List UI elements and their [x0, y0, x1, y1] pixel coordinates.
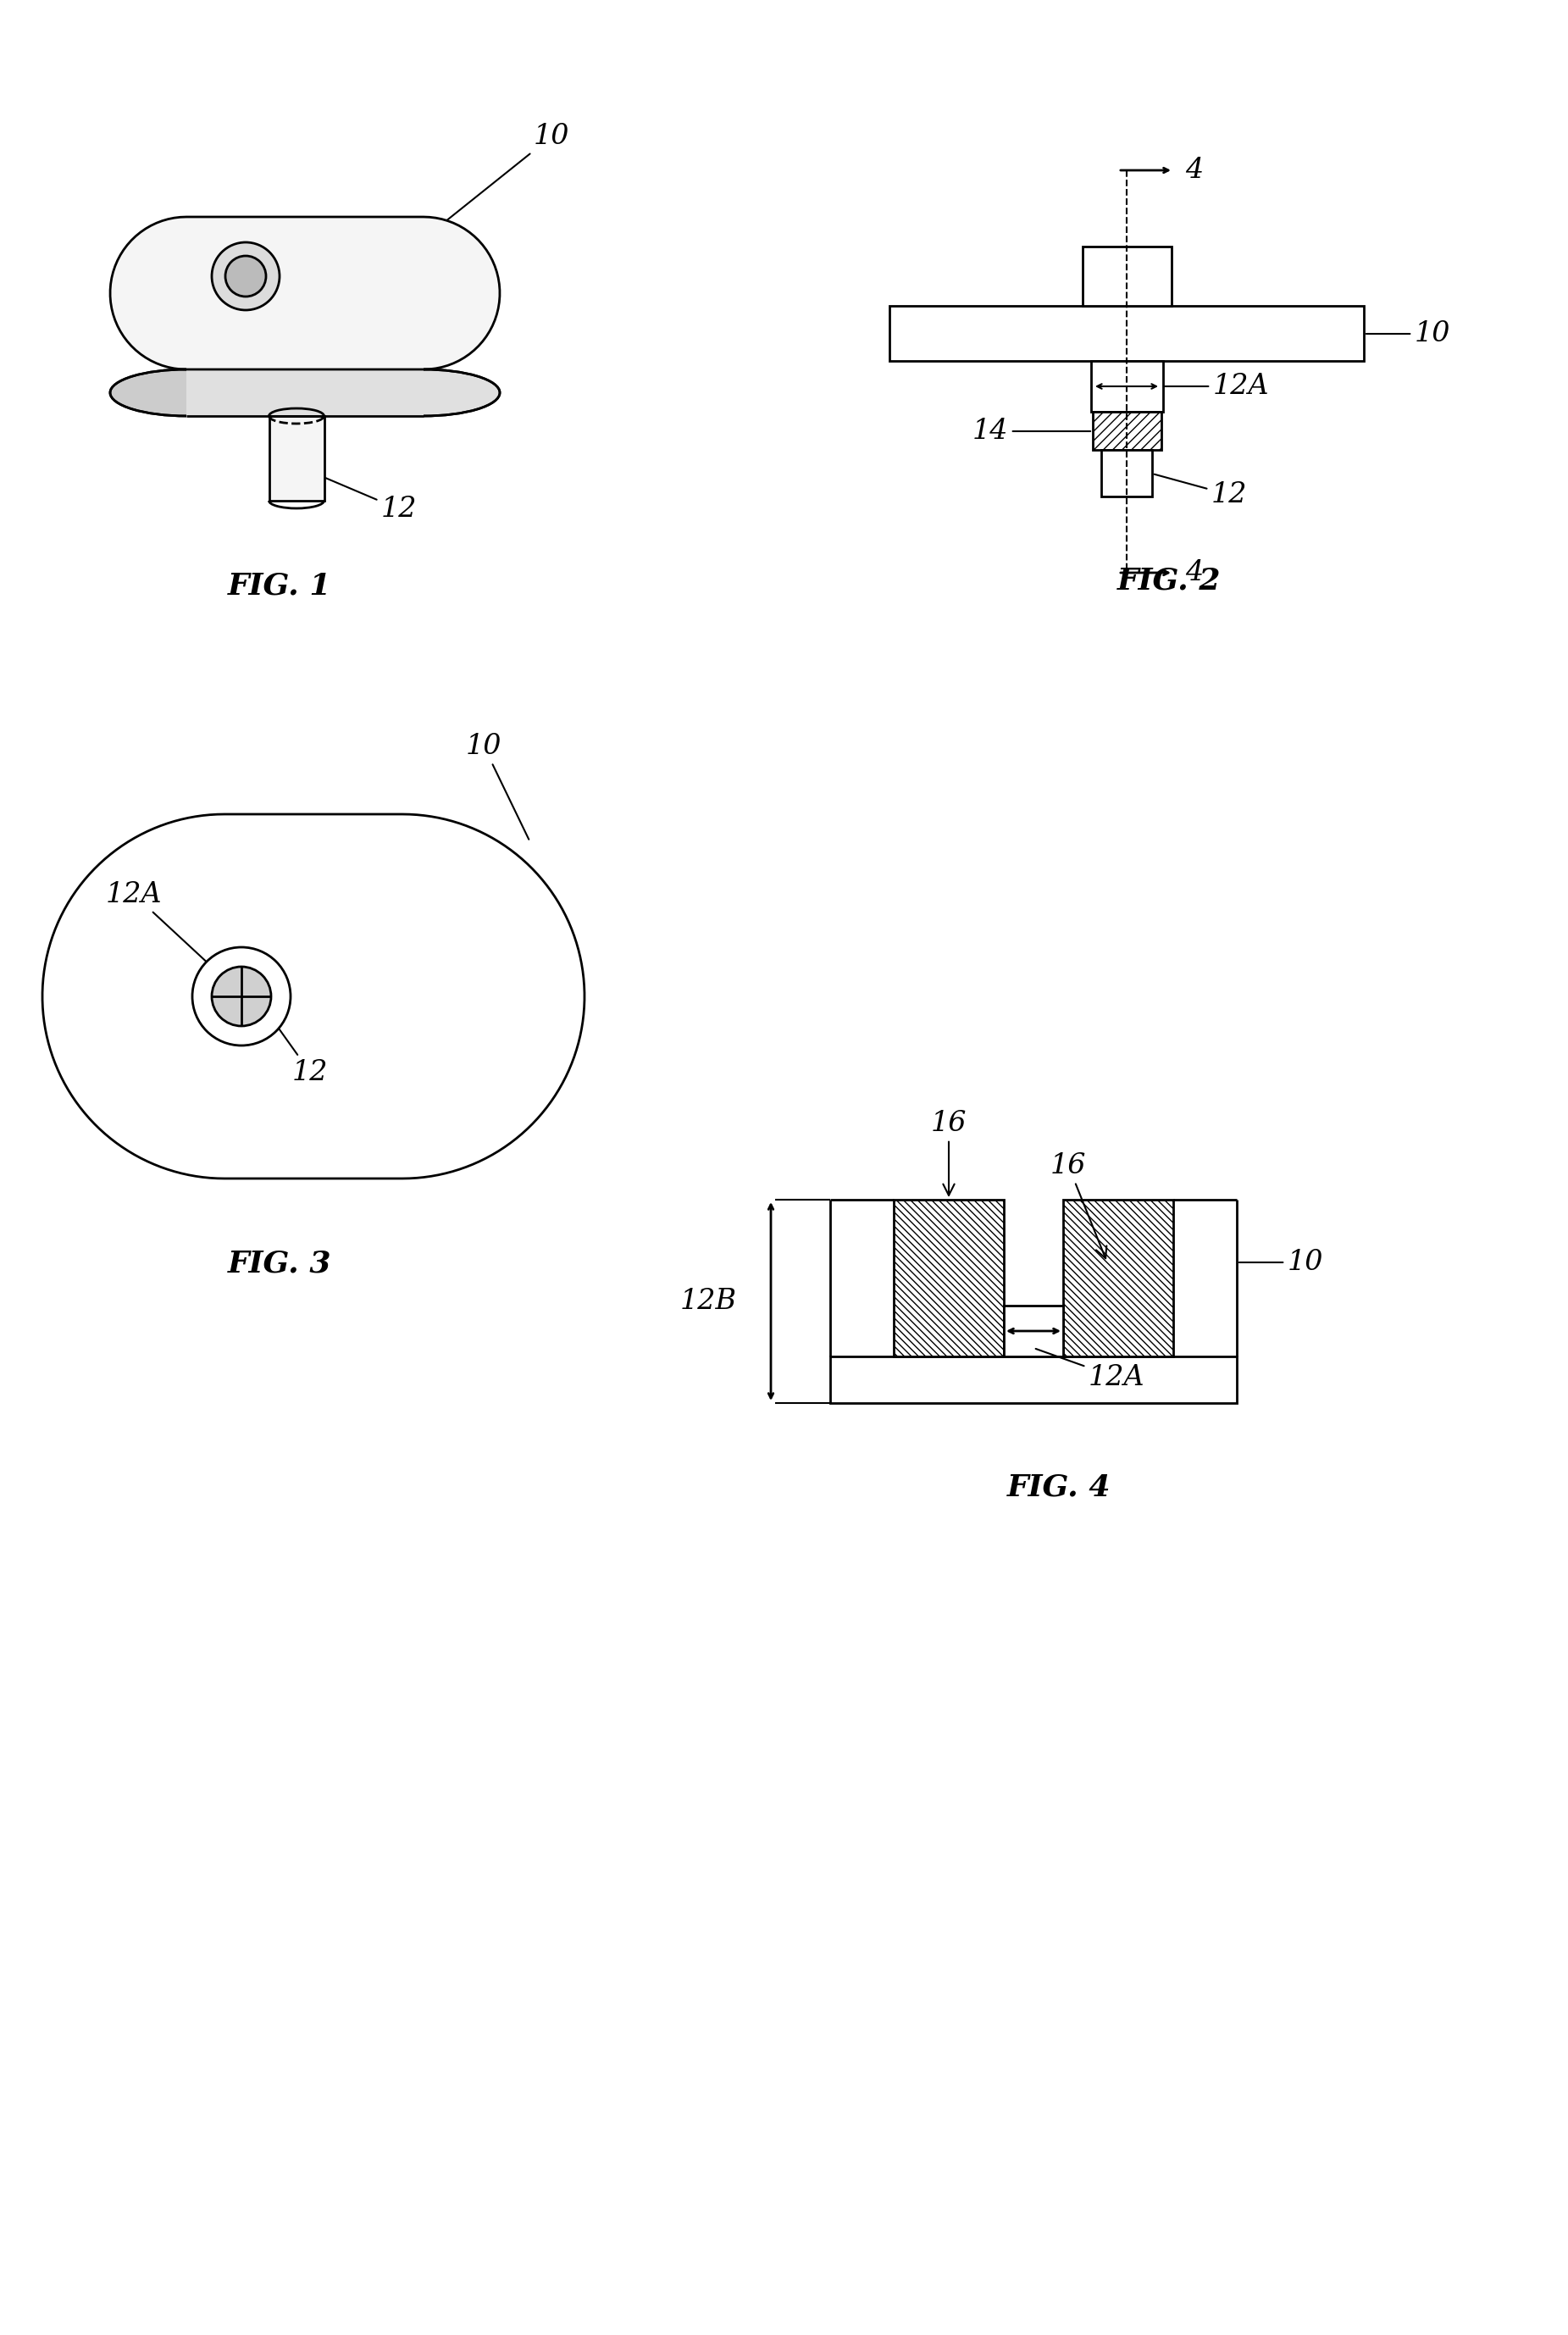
Text: FIG. 2: FIG. 2 — [1116, 567, 1221, 595]
Text: 4: 4 — [1185, 156, 1203, 184]
Text: 4: 4 — [1185, 558, 1203, 586]
Text: 12: 12 — [263, 1006, 328, 1086]
Bar — [1101, 451, 1152, 497]
Circle shape — [212, 243, 279, 311]
Text: FIG. 3: FIG. 3 — [227, 1249, 331, 1277]
Bar — [187, 369, 423, 416]
Bar — [1091, 362, 1163, 411]
Bar — [270, 416, 325, 500]
Text: 10: 10 — [1239, 1249, 1323, 1275]
Text: FIG. 4: FIG. 4 — [1007, 1473, 1110, 1501]
Bar — [1082, 248, 1171, 306]
Bar — [1004, 1305, 1063, 1357]
Bar — [1063, 1200, 1173, 1357]
Text: 10: 10 — [442, 124, 569, 224]
Bar — [894, 1200, 1004, 1357]
Text: 14: 14 — [972, 418, 1090, 444]
Polygon shape — [110, 369, 187, 416]
Text: 10: 10 — [466, 733, 528, 838]
Polygon shape — [110, 217, 500, 369]
Text: 16: 16 — [1051, 1151, 1107, 1259]
Bar — [1093, 411, 1162, 451]
Text: 12A: 12A — [107, 880, 210, 964]
Circle shape — [193, 948, 290, 1046]
Bar — [829, 1357, 1237, 1403]
Text: 12: 12 — [1154, 474, 1248, 509]
Bar — [889, 306, 1364, 362]
Polygon shape — [423, 369, 500, 416]
Text: 12B: 12B — [681, 1289, 737, 1315]
Circle shape — [212, 967, 271, 1025]
Polygon shape — [42, 815, 585, 1179]
Text: 12: 12 — [321, 476, 417, 523]
Text: 12A: 12A — [1165, 374, 1270, 399]
Text: 16: 16 — [931, 1109, 967, 1196]
Circle shape — [226, 257, 267, 297]
Text: FIG. 1: FIG. 1 — [227, 572, 331, 600]
Text: 10: 10 — [1366, 320, 1450, 348]
Text: 12A: 12A — [1036, 1350, 1145, 1392]
